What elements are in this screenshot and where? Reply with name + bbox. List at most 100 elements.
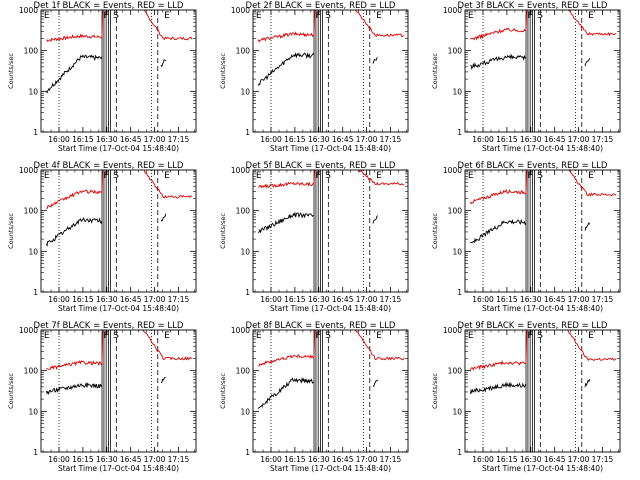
marker-label: E (256, 331, 262, 341)
y-tick-label: 1000 (231, 166, 250, 175)
y-tick-label: 1000 (19, 326, 38, 335)
lld-series-line (257, 10, 405, 43)
lld-series-line (258, 330, 405, 367)
marker-label: S (325, 171, 331, 181)
marker-label: F (104, 331, 109, 341)
plot-panel-6: Det 6f BLACK = Events, RED = LLD Counts/s… (431, 161, 621, 313)
x-tick-label: 16:00 (472, 455, 494, 464)
x-tick-label: 16:30 (308, 455, 330, 464)
lld-series-line (469, 10, 617, 41)
y-tick-label: 1 (457, 288, 462, 297)
marker-label: S (113, 331, 119, 341)
y-tick-label: 100 (236, 207, 251, 216)
plot-data (45, 10, 193, 132)
lld-series-line (46, 170, 193, 210)
x-axis-label: Start Time (17-Oct-04 15:48:40) (58, 464, 179, 473)
plot-title: Det 3f BLACK = Events, RED = LLD (458, 1, 608, 11)
marker-label: E (376, 11, 382, 21)
events-series-line (257, 52, 378, 86)
x-axis-label: Start Time (17-Oct-04 15:48:40) (482, 144, 603, 153)
plot-title: Det 7f BLACK = Events, RED = LLD (34, 321, 184, 331)
lld-series-line (46, 10, 193, 43)
y-tick-label: 10 (452, 407, 462, 416)
plot-title: Det 8f BLACK = Events, RED = LLD (246, 321, 396, 331)
plot-data (469, 170, 617, 292)
x-tick-label: 17:15 (168, 455, 190, 464)
y-tick-label: 100 (236, 47, 251, 56)
marker-label: E (256, 171, 262, 181)
plot-frame (464, 9, 621, 133)
y-tick-label: 1 (245, 448, 250, 457)
marker-label: F (528, 171, 533, 181)
x-tick-label: 16:30 (96, 295, 118, 304)
x-tick-label: 17:00 (356, 135, 378, 144)
plot-frame (252, 329, 409, 453)
plot-data (45, 170, 193, 292)
plot-frame (252, 169, 409, 293)
y-axis-label: Counts/sec (7, 373, 15, 409)
x-tick-label: 16:30 (520, 295, 542, 304)
x-tick-label: 16:45 (332, 295, 354, 304)
y-tick-label: 1000 (443, 166, 462, 175)
marker-label: F (104, 11, 109, 21)
y-tick-label: 10 (452, 87, 462, 96)
x-tick-label: 16:15 (496, 295, 518, 304)
marker-label: E (164, 171, 170, 181)
y-axis-label: Counts/sec (431, 373, 439, 409)
events-series-line (45, 213, 167, 247)
marker-label: E (588, 11, 594, 21)
plot-panel-7: Det 7f BLACK = Events, RED = LLD Counts/s… (7, 321, 197, 473)
plot-panel-1: Det 1f BLACK = Events, RED = LLD Counts/s… (7, 1, 197, 153)
plot-panel-3: Det 3f BLACK = Events, RED = LLD Counts/s… (431, 1, 621, 153)
plot-frame (40, 329, 197, 453)
x-tick-label: 16:00 (472, 135, 494, 144)
marker-label: S (537, 11, 543, 21)
marker-label: F (528, 11, 533, 21)
plot-frame (40, 169, 197, 293)
x-tick-label: 17:15 (592, 455, 614, 464)
marker-label: F (104, 171, 109, 181)
marker-label: S (113, 11, 119, 21)
y-axis-label: Counts/sec (219, 373, 227, 409)
x-tick-label: 17:00 (144, 295, 166, 304)
marker-label: S (113, 171, 119, 181)
marker-label: S (325, 11, 331, 21)
marker-label: F (316, 331, 321, 341)
plot-data (257, 330, 405, 452)
events-series-line (45, 376, 166, 396)
marker-label: E (588, 331, 594, 341)
marker-label: E (468, 11, 474, 21)
y-tick-label: 100 (236, 367, 251, 376)
x-tick-label: 16:00 (48, 295, 70, 304)
plot-data (469, 10, 617, 132)
y-tick-label: 1000 (19, 6, 38, 15)
x-tick-label: 16:30 (520, 135, 542, 144)
events-series-line (469, 378, 591, 395)
x-axis-label: Start Time (17-Oct-04 15:48:40) (270, 464, 391, 473)
x-tick-label: 17:15 (380, 295, 402, 304)
marker-label: E (468, 331, 474, 341)
x-tick-label: 16:00 (48, 455, 70, 464)
x-tick-label: 16:30 (96, 455, 118, 464)
x-tick-label: 16:30 (308, 295, 330, 304)
y-tick-label: 100 (24, 47, 39, 56)
y-tick-label: 100 (24, 367, 39, 376)
lld-series-line (469, 330, 617, 371)
x-tick-label: 16:15 (496, 135, 518, 144)
y-axis-label: Counts/sec (7, 213, 15, 249)
y-tick-label: 10 (28, 407, 38, 416)
x-axis-label: Start Time (17-Oct-04 15:48:40) (58, 144, 179, 153)
plot-data (45, 330, 193, 452)
y-tick-label: 1 (457, 128, 462, 137)
x-tick-label: 16:15 (72, 295, 94, 304)
x-tick-label: 17:00 (568, 455, 590, 464)
y-tick-label: 100 (448, 367, 463, 376)
x-tick-label: 16:45 (332, 135, 354, 144)
events-series-line (257, 211, 378, 234)
x-tick-label: 17:15 (380, 135, 402, 144)
y-tick-label: 1 (245, 128, 250, 137)
marker-label: F (528, 331, 533, 341)
marker-label: E (376, 171, 382, 181)
marker-label: E (44, 331, 50, 341)
events-series-line (257, 376, 379, 409)
